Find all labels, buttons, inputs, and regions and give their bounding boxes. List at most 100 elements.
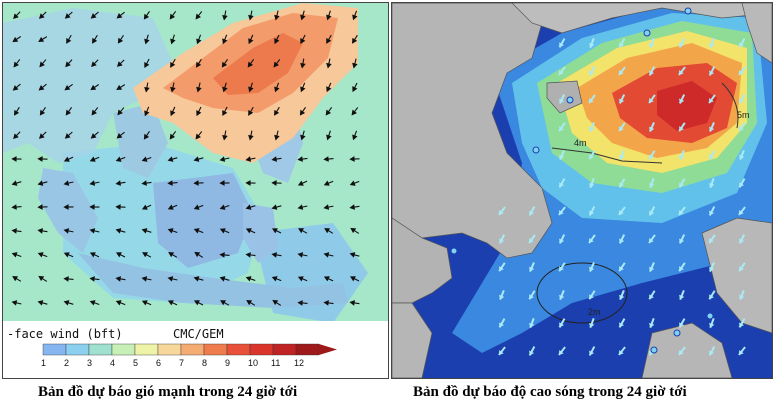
wind-legend-title: -face wind (bft)	[7, 327, 123, 341]
wind-arrow-head	[141, 228, 148, 234]
wave-arrow-head	[738, 209, 744, 215]
wind-arrow-head	[144, 62, 150, 68]
wind-arrow-head	[300, 86, 306, 93]
wave-arrow-head	[589, 210, 595, 216]
wind-arrow-head	[170, 61, 176, 68]
wind-arrow-head	[13, 61, 19, 68]
wave-arrow-head	[679, 126, 684, 132]
wind-arrow-head	[326, 37, 332, 44]
wave-arrow-head	[649, 154, 654, 160]
wave-arrow-head	[739, 126, 744, 132]
station-dot	[650, 346, 658, 354]
scale-swatch	[42, 343, 67, 356]
wave-arrow-head	[679, 266, 684, 272]
wave-arrow-head	[589, 42, 595, 48]
wind-arrow-head	[298, 228, 304, 234]
wave-arrow-head	[739, 322, 745, 328]
wind-arrow-head	[323, 276, 330, 282]
wind-arrow-head	[222, 110, 228, 116]
wave-arrow-head	[619, 154, 625, 160]
wind-land-borneo	[153, 173, 253, 268]
scale-tick-label: 5	[133, 358, 138, 368]
wind-arrow-head	[274, 38, 280, 45]
wind-land-vietnam	[113, 103, 168, 178]
wind-arrow-head	[63, 276, 69, 282]
wind-arrow-head	[12, 36, 19, 43]
wind-arrow-head	[142, 252, 148, 258]
wind-arrow-head	[351, 109, 357, 116]
wind-arrow-head	[141, 276, 148, 282]
wave-land-china-coast	[392, 3, 772, 34]
wave-map-caption: Bản đồ dự báo độ cao sóng trong 24 giờ t…	[413, 384, 687, 400]
wind-arrow-head	[37, 252, 44, 258]
station-dot	[566, 96, 574, 104]
wind-arrow-head	[193, 300, 200, 306]
wind-arrow-head	[117, 37, 124, 44]
station-dot	[643, 29, 651, 37]
wind-arrow-head	[349, 180, 356, 186]
wave-arrow-head	[559, 238, 565, 244]
wind-arrow-head	[116, 13, 123, 19]
wind-arrow-head	[350, 227, 357, 234]
wind-land-indochina	[3, 8, 173, 163]
wave-arrow-head	[558, 349, 564, 355]
scale-tick-label: 10	[248, 358, 258, 368]
scale-swatch	[65, 343, 90, 356]
wind-arrow-head	[167, 300, 174, 306]
wind-arrow-head	[196, 86, 202, 93]
wave-arrow-head	[619, 42, 625, 48]
wind-arrow-head	[222, 14, 228, 21]
wind-arrow-head	[64, 133, 71, 139]
wave-arrow-head	[559, 126, 564, 132]
station-dot	[684, 7, 692, 15]
wave-arrow-head	[499, 266, 504, 272]
wind-arrow-head	[39, 61, 45, 68]
wave-arrow-head	[649, 322, 655, 328]
wind-arrow-head	[222, 134, 228, 141]
wind-arrow-head	[326, 86, 332, 93]
scale-swatch	[88, 343, 113, 356]
wave-arrow-head	[618, 349, 624, 355]
wave-arrow-head	[619, 126, 624, 132]
wave-arrow-head	[679, 154, 685, 160]
wave-arrow-head	[619, 182, 625, 188]
wave-arrow-head	[649, 294, 654, 300]
wind-arrow-head	[141, 180, 147, 186]
wave-arrow-head	[589, 322, 595, 328]
wave-arrow-head	[709, 350, 715, 356]
wind-arrow-head	[248, 109, 254, 116]
wave-arrow-head	[619, 266, 624, 272]
wave-arrow-head	[559, 182, 565, 188]
wind-arrow-head	[349, 204, 356, 210]
wind-arrow-head	[326, 14, 332, 21]
wave-arrow-head	[499, 294, 505, 300]
scale-swatch	[203, 343, 228, 356]
wind-arrow-head	[245, 252, 251, 258]
wave-arrow-head	[709, 70, 715, 76]
wind-arrow-head	[300, 62, 306, 69]
wind-arrow-head	[167, 276, 174, 282]
wave-arrow-head	[559, 42, 565, 48]
wind-arrow-head	[323, 300, 329, 306]
wave-arrow-head	[649, 182, 655, 188]
wave-arrow-head	[559, 154, 565, 160]
wind-arrow-head	[116, 84, 123, 90]
wave-contour-2m	[536, 262, 628, 324]
wave-arrow-head	[559, 322, 565, 328]
wind-arrow-head	[11, 156, 17, 162]
wind-arrow-head	[271, 276, 278, 282]
wind-arrow-head	[352, 134, 358, 141]
wave-arrow-head	[739, 294, 745, 300]
wave-contour-label-4m: 4m	[574, 138, 587, 148]
wave-arrow-head	[738, 69, 744, 75]
wind-arrow-head	[64, 84, 71, 91]
wave-arrow-head	[558, 69, 564, 75]
scale-swatch	[111, 343, 136, 356]
scale-arrow-tip	[319, 344, 337, 355]
wave-land-mainland	[392, 3, 553, 259]
wind-arrow-head	[169, 133, 176, 140]
wind-legend-source: CMC/GEM	[173, 327, 224, 341]
wind-arrow-head	[144, 86, 150, 93]
wind-arrow-head	[63, 180, 70, 186]
wave-arrow-head	[739, 42, 745, 48]
